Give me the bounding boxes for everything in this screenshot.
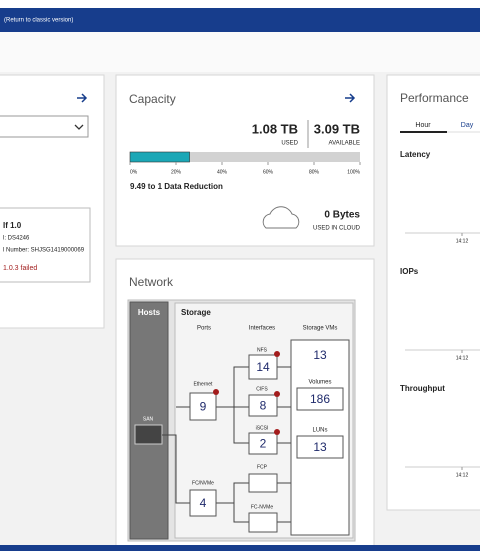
panel-title: Performance: [400, 91, 469, 105]
bar-tick-label: 40%: [217, 169, 228, 175]
chart-tick-label: 14:12: [456, 355, 469, 361]
bar-tick-label: 80%: [309, 169, 320, 175]
item-label: NFS: [257, 347, 268, 353]
item-value: 14: [256, 360, 270, 374]
item-box: [248, 512, 278, 533]
chart-label: IOPs: [400, 267, 419, 276]
column-header: Interfaces: [249, 326, 275, 332]
left-panel: [0, 74, 105, 329]
dropdown[interactable]: [0, 115, 89, 138]
svm-count: 13: [313, 348, 327, 362]
arrow-icon[interactable]: [345, 93, 356, 103]
used-value: 1.08 TB: [252, 121, 298, 136]
san-box: [134, 424, 163, 445]
item-value: 186: [310, 392, 330, 406]
item-label: FCP: [257, 464, 268, 470]
item-box: [248, 354, 278, 380]
item-label: Ethernet: [194, 381, 214, 387]
available-caption: AVAILABLE: [329, 141, 360, 147]
item-box: [296, 435, 344, 459]
item-box: [189, 489, 217, 517]
panel-title: Network: [129, 275, 174, 289]
hosts-column: [129, 301, 169, 540]
bar-tick-label: 0%: [130, 169, 138, 175]
item-box: [248, 394, 278, 417]
tab[interactable]: Day: [461, 122, 474, 129]
item-label: LUNs: [312, 428, 327, 434]
info-title: lf 1.0: [3, 221, 22, 230]
arrow-icon[interactable]: [77, 93, 88, 103]
item-box: [248, 473, 278, 493]
info-error: 1.0.3 failed: [3, 265, 37, 272]
san-label: SAN: [143, 416, 154, 422]
connectors: [162, 366, 291, 523]
chart-tick-label: 14:12: [456, 238, 469, 244]
chevron: [74, 124, 84, 130]
reduction: 9.49 to 1 Data Reduction: [130, 182, 223, 191]
item-value: 13: [313, 440, 327, 454]
performance-panel: [386, 74, 480, 511]
error-badge: [274, 429, 280, 435]
item-box: [248, 432, 278, 455]
item-label: FC-NVMe: [251, 504, 273, 510]
error-badge: [274, 391, 280, 397]
column-header: Ports: [197, 326, 211, 332]
item-label: Volumes: [308, 380, 331, 386]
item-value: 2: [260, 437, 267, 451]
item-value: 8: [260, 399, 267, 413]
item-value: 4: [200, 496, 207, 510]
item-label: CIFS: [256, 386, 268, 392]
bottom-bar: [0, 545, 480, 551]
column-header: Storage VMs: [303, 326, 338, 332]
chart-label: Latency: [400, 150, 431, 159]
hosts-label: Hosts: [138, 308, 161, 317]
capacity-track: [130, 152, 360, 162]
item-label: FC/NVMe: [192, 480, 214, 486]
bar-tick-label: 20%: [171, 169, 182, 175]
cloud-value: 0 Bytes: [324, 210, 360, 221]
bar-tick-label: 100%: [347, 169, 360, 175]
info-box: [0, 207, 91, 283]
item-box: [296, 387, 344, 411]
item-box: [189, 392, 217, 421]
chart-label: Throughput: [400, 384, 445, 393]
header-strip: [0, 32, 480, 72]
capacity-ticks: 0% 20% 40% 60% 80% 100%: [129, 151, 361, 175]
used-caption: USED: [281, 141, 298, 147]
network-items: Ethernet 9 FC/NVMe 4 NFS 14 CIFS 8 iSCSI 2 FCP FC-N…: [189, 347, 344, 533]
classic-link[interactable]: (Return to classic version): [4, 18, 73, 24]
error-badge: [274, 351, 280, 357]
tab[interactable]: Hour: [415, 122, 431, 129]
info-line: l Number: SHJSG1419000069: [3, 248, 85, 254]
error-badge: [213, 389, 219, 395]
chart-tick-label: 14:12: [456, 472, 469, 478]
info-line: l: DS4246: [3, 236, 30, 242]
cloud-caption: USED IN CLOUD: [313, 226, 361, 232]
available-value: 3.09 TB: [314, 121, 360, 136]
top-bar: [0, 8, 480, 32]
storage-label: Storage: [181, 308, 211, 317]
capacity-used: [129, 151, 190, 163]
item-label: iSCSI: [256, 425, 269, 431]
cloud-icon: [262, 206, 300, 229]
item-value: 9: [200, 400, 207, 414]
panel-title: Capacity: [129, 92, 176, 106]
perf-charts: Latency 14:12 IOPs 14:12 Throughput 14:12: [400, 150, 480, 478]
top-margin: [0, 0, 480, 8]
bar-tick-label: 60%: [263, 169, 274, 175]
